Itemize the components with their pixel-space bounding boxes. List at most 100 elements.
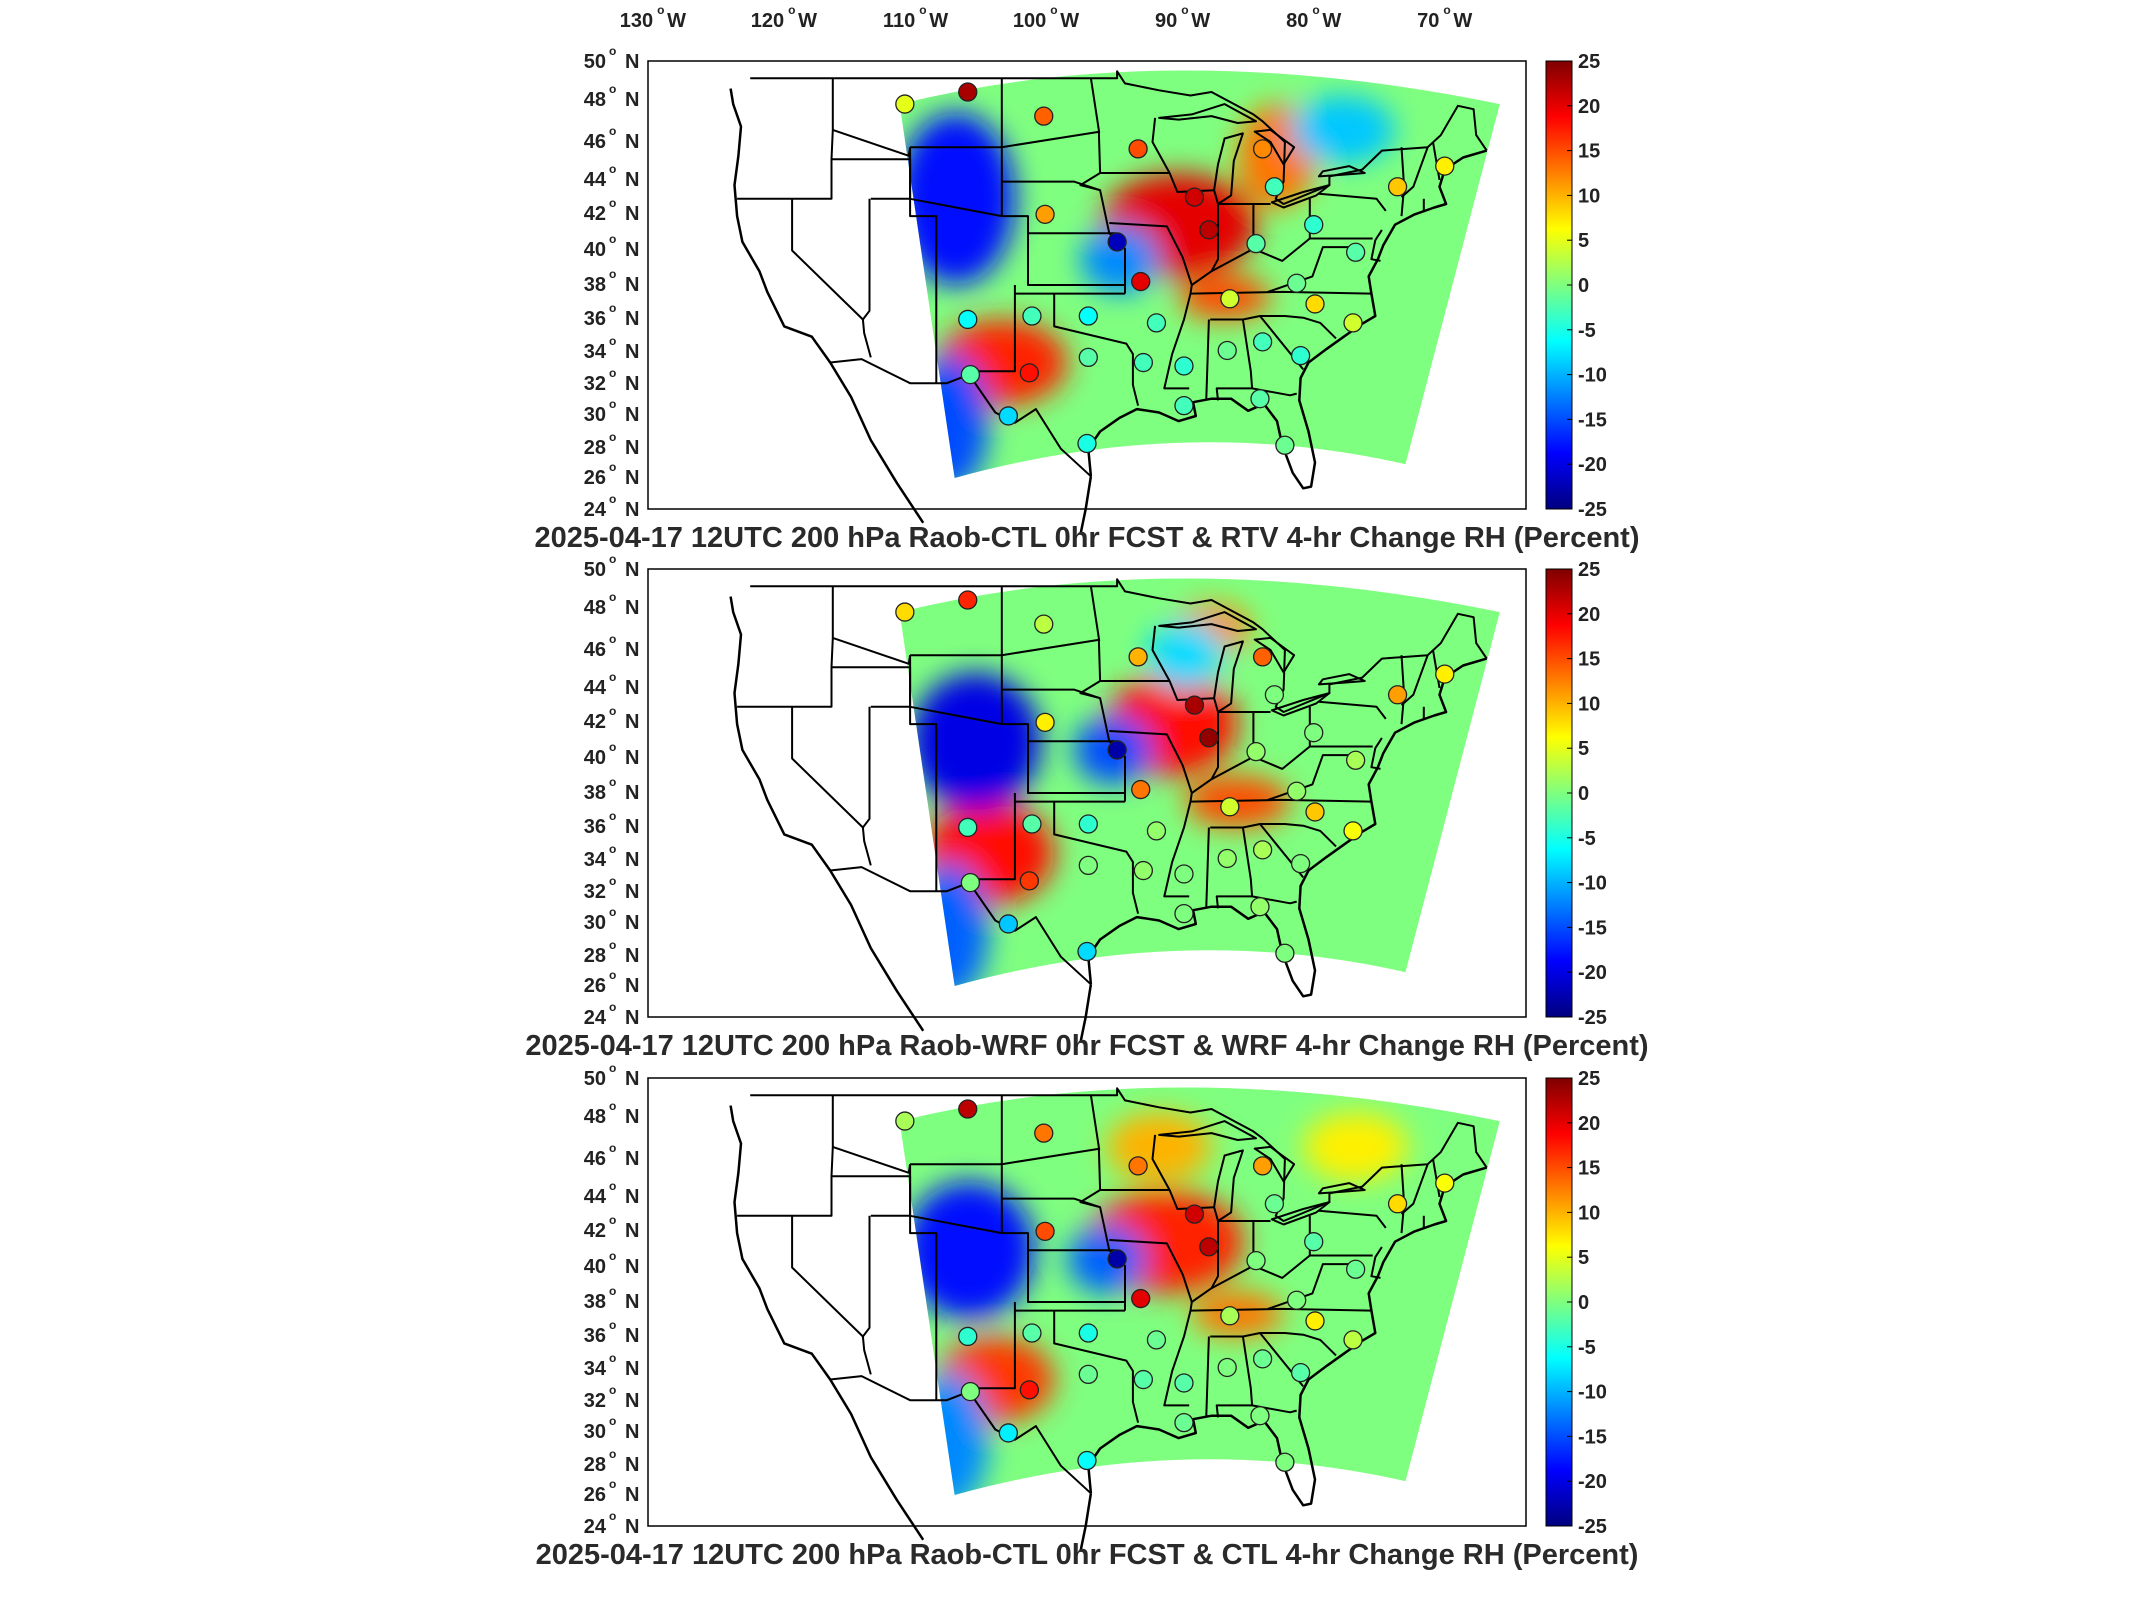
- svg-text:36: 36: [584, 308, 606, 330]
- raob-station-marker: [1220, 1306, 1240, 1326]
- raob-station-marker: [998, 1423, 1019, 1443]
- colorbar-tick-label: 10: [1578, 185, 1600, 207]
- raob-station-marker: [895, 94, 915, 114]
- raob-station-marker: [1343, 1330, 1363, 1350]
- raob-station-marker: [958, 1326, 978, 1347]
- colorbar-tick-label: 5: [1578, 230, 1589, 252]
- lat-label: 28 o N: [584, 938, 640, 967]
- svg-text:32: 32: [584, 373, 606, 395]
- raob-station-marker: [1131, 779, 1151, 800]
- svg-text:32: 32: [584, 881, 606, 903]
- svg-text:o: o: [1181, 3, 1188, 17]
- raob-station-marker: [1078, 1364, 1098, 1385]
- lat-label: 34 o N: [584, 1351, 640, 1380]
- raob-station-marker: [958, 590, 978, 610]
- svg-text:o: o: [609, 938, 616, 952]
- latitude-axis-labels: 50 o N48 o N46 o N44 o N42 o N40 o N38 o N36 o N34 o N32 o N…: [584, 44, 640, 521]
- svg-text:N: N: [625, 747, 639, 769]
- svg-text:26: 26: [584, 467, 606, 489]
- colorbar-tick-label: -25: [1578, 499, 1607, 521]
- lat-label: 40 o N: [584, 740, 640, 769]
- rh-change-field: [899, 70, 1500, 478]
- svg-text:o: o: [609, 44, 616, 58]
- lat-label: 30 o N: [584, 905, 640, 934]
- svg-text:W: W: [1191, 10, 1210, 32]
- raob-station-marker: [1174, 356, 1194, 376]
- lat-label: 46 o N: [584, 124, 640, 153]
- lat-label: 40 o N: [584, 1249, 640, 1278]
- svg-text:30: 30: [584, 1421, 606, 1443]
- svg-text:40: 40: [584, 239, 606, 261]
- svg-text:48: 48: [584, 1106, 606, 1128]
- svg-text:o: o: [609, 267, 616, 281]
- lat-label: 38 o N: [584, 1284, 640, 1313]
- colorbar-tick-label: 5: [1578, 1247, 1589, 1269]
- lon-label: 120 o W: [751, 3, 817, 32]
- raob-station-marker: [1252, 647, 1273, 667]
- raob-station-marker: [998, 406, 1019, 426]
- raob-station-marker: [1034, 106, 1054, 126]
- raob-station-marker: [1107, 1249, 1127, 1269]
- colorbar-tick-label: 25: [1578, 1068, 1600, 1090]
- svg-text:N: N: [625, 975, 639, 997]
- svg-text:44: 44: [584, 677, 607, 699]
- svg-text:o: o: [609, 334, 616, 348]
- colorbar-tick-label: -5: [1578, 320, 1596, 342]
- raob-station-marker: [1034, 614, 1054, 634]
- raob-station-marker: [1305, 802, 1325, 822]
- svg-text:N: N: [625, 1358, 639, 1380]
- raob-station-marker: [1220, 797, 1240, 817]
- raob-station-marker: [1199, 728, 1219, 748]
- svg-text:o: o: [609, 196, 616, 210]
- svg-text:N: N: [625, 89, 639, 111]
- colorbar-tick-label: 15: [1578, 649, 1600, 671]
- svg-text:o: o: [609, 590, 616, 604]
- lat-label: 46 o N: [584, 1141, 640, 1170]
- svg-text:N: N: [625, 912, 639, 934]
- svg-text:N: N: [625, 816, 639, 838]
- raob-station-marker: [1184, 695, 1205, 715]
- svg-text:N: N: [625, 239, 639, 261]
- colorbar-tick-label: 5: [1578, 738, 1589, 760]
- raob-station-marker: [958, 817, 978, 838]
- svg-text:46: 46: [584, 1148, 606, 1170]
- svg-text:N: N: [625, 1256, 639, 1278]
- svg-text:N: N: [625, 677, 639, 699]
- svg-text:o: o: [788, 3, 795, 17]
- svg-text:40: 40: [584, 747, 606, 769]
- svg-text:N: N: [625, 1186, 639, 1208]
- raob-station-marker: [1305, 1311, 1325, 1331]
- svg-text:N: N: [625, 782, 639, 804]
- raob-station-marker: [1387, 685, 1408, 705]
- raob-station-marker: [1077, 433, 1097, 454]
- colorbar-tick-label: -15: [1578, 917, 1607, 939]
- map-panels: 50 o N48 o N46 o N44 o N42 o N40 o N38 o N36 o N34 o N32 o N…: [525, 44, 1648, 1571]
- svg-text:N: N: [625, 1007, 639, 1029]
- svg-text:40: 40: [584, 1256, 606, 1278]
- raob-station-marker: [1035, 1221, 1055, 1242]
- lat-label: 26 o N: [584, 1477, 640, 1506]
- svg-text:N: N: [625, 203, 639, 225]
- svg-text:o: o: [609, 1213, 616, 1227]
- raob-station-marker: [1174, 864, 1194, 884]
- svg-text:38: 38: [584, 782, 606, 804]
- lat-label: 24 o N: [584, 492, 640, 521]
- colorbar-tick-label: 15: [1578, 1158, 1600, 1180]
- lat-label: 32 o N: [584, 874, 640, 903]
- raob-station-marker: [1287, 1290, 1307, 1310]
- colorbar-tick-label: 0: [1578, 275, 1589, 297]
- svg-text:o: o: [609, 1509, 616, 1523]
- svg-text:W: W: [929, 10, 948, 32]
- raob-station-marker: [1246, 741, 1266, 762]
- svg-text:N: N: [625, 881, 639, 903]
- raob-station-marker: [1264, 177, 1285, 197]
- colorbar-tick-label: -25: [1578, 1516, 1607, 1538]
- colorbar-tick-label: 20: [1578, 1113, 1600, 1135]
- svg-text:26: 26: [584, 975, 606, 997]
- svg-text:50: 50: [584, 559, 606, 581]
- svg-text:o: o: [609, 232, 616, 246]
- svg-text:o: o: [609, 704, 616, 718]
- raob-station-marker: [1133, 1369, 1153, 1390]
- colorbar-tick-label: -5: [1578, 828, 1596, 850]
